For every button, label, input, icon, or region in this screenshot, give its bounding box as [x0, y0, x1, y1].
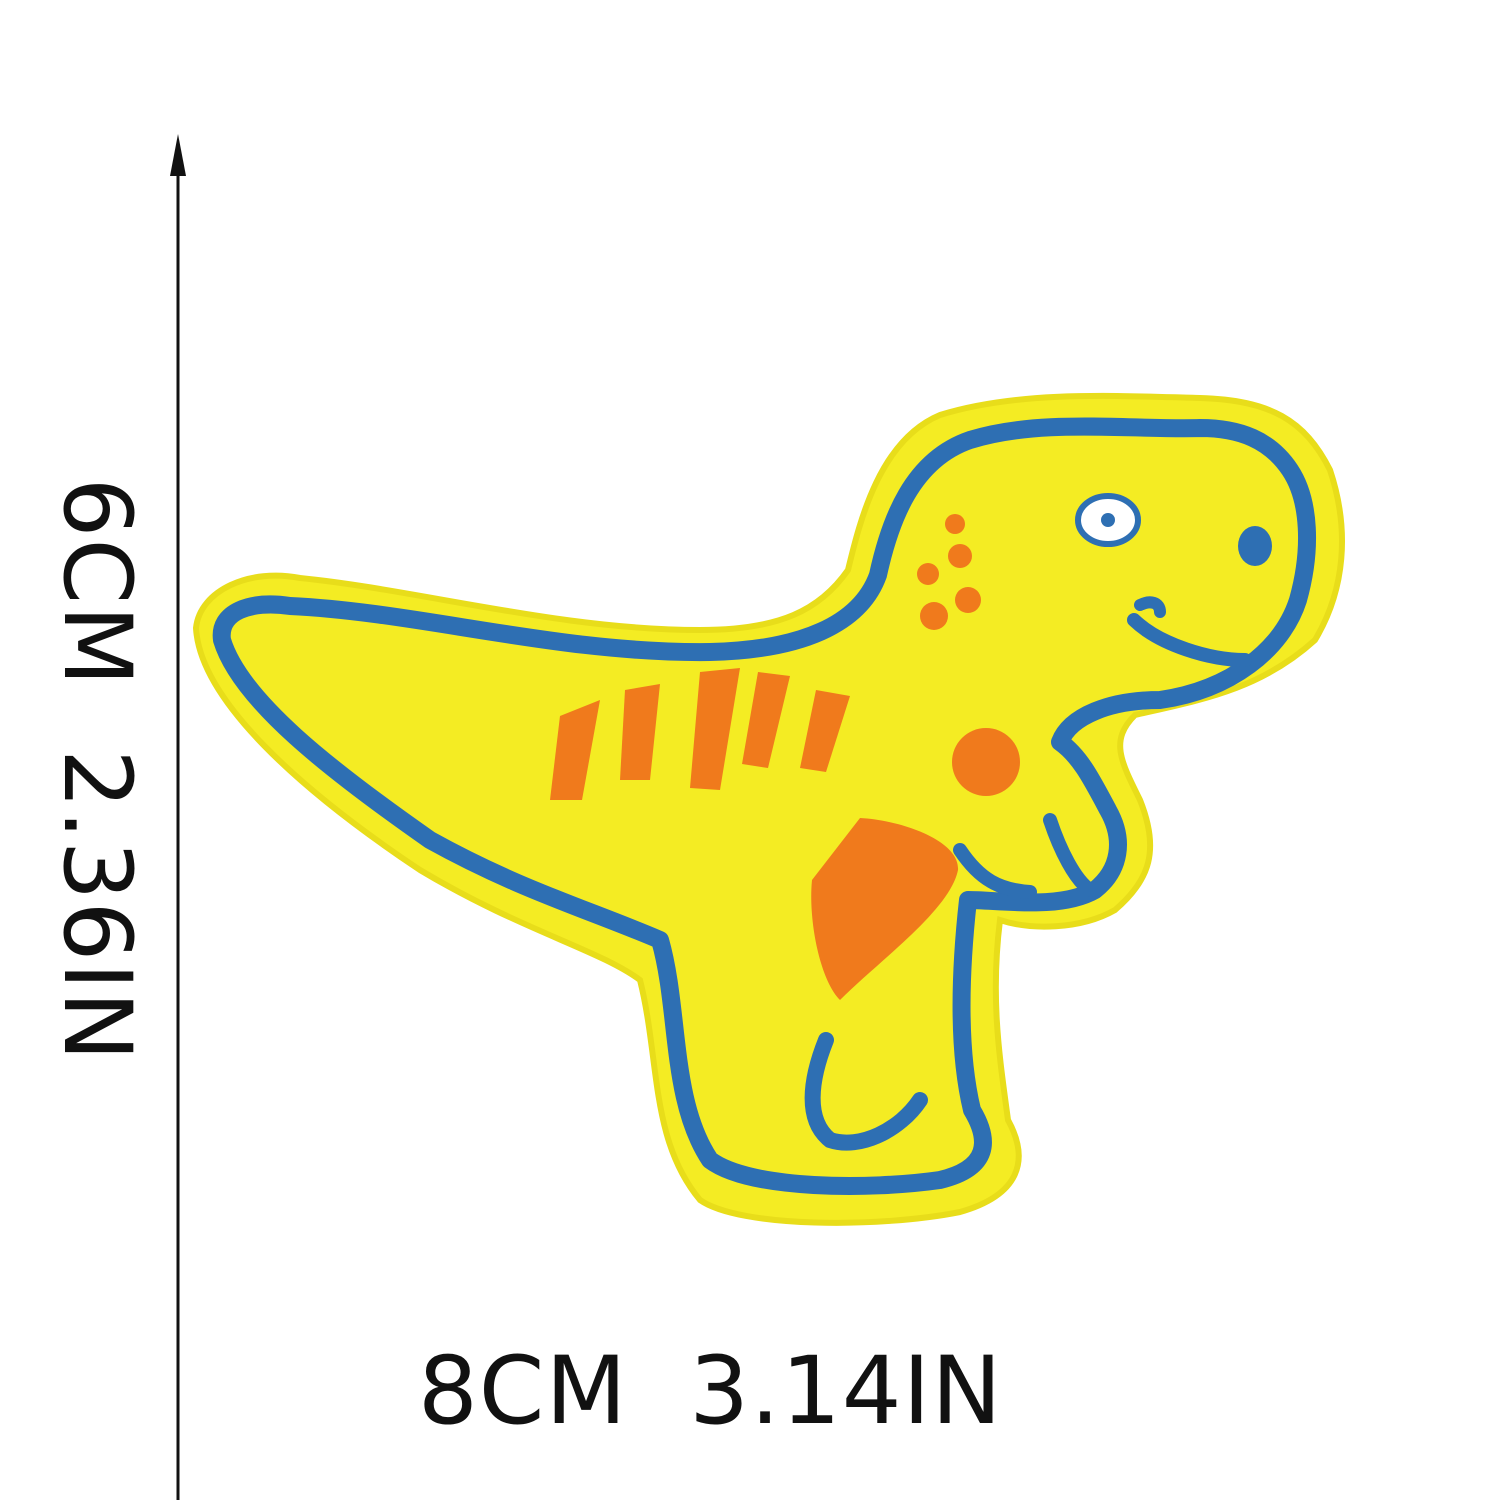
spot: [948, 544, 972, 568]
spot: [920, 602, 948, 630]
felt-backing: [196, 396, 1342, 1223]
height-dimension-label: 6CM 2.36IN: [49, 478, 143, 1063]
spot: [955, 587, 981, 613]
nostril-icon: [1238, 526, 1272, 566]
belly-spot: [952, 728, 1020, 796]
spot: [945, 514, 965, 534]
pupil-icon: [1101, 513, 1115, 527]
dinosaur-patch-icon: [196, 396, 1342, 1223]
width-dimension-label: 8CM 3.14IN: [418, 1345, 1003, 1439]
vertical-arrow-icon: [170, 134, 186, 176]
spot: [917, 563, 939, 585]
